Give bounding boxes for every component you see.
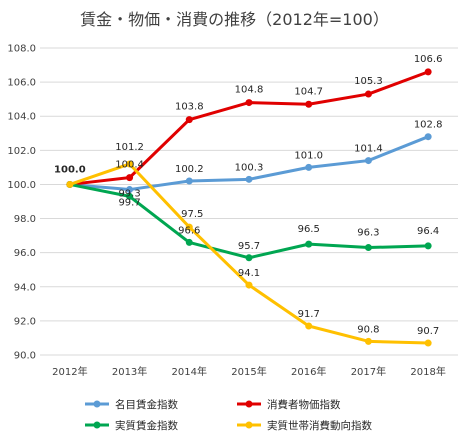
- y-tick-label: 98.0: [14, 214, 36, 225]
- data-point: [185, 116, 193, 124]
- data-label: 105.3: [354, 76, 383, 87]
- data-point: [126, 174, 134, 182]
- chart-title: 賃金・物価・消費の推移（2012年=100）: [80, 10, 389, 29]
- data-point: [305, 240, 313, 248]
- y-tick-label: 94.0: [14, 282, 36, 293]
- data-point: [364, 90, 372, 98]
- x-tick-label: 2018年: [410, 365, 445, 378]
- data-label: 96.6: [178, 225, 200, 236]
- data-label: 103.8: [175, 102, 204, 113]
- x-tick-label: 2014年: [172, 365, 207, 378]
- data-label: 90.7: [417, 326, 439, 337]
- data-point: [305, 322, 313, 330]
- data-point: [364, 157, 372, 165]
- x-tick-label: 2012年: [52, 365, 87, 378]
- data-point: [424, 68, 432, 76]
- data-label: 96.5: [298, 224, 320, 235]
- data-point: [305, 100, 313, 108]
- legend-label: 名目賃金指数: [115, 398, 178, 411]
- data-label: 97.5: [181, 209, 203, 220]
- data-label: 104.7: [294, 86, 323, 97]
- legend-label: 実質賃金指数: [115, 419, 178, 432]
- data-point: [245, 175, 253, 183]
- data-point: [364, 244, 372, 252]
- y-tick-label: 90.0: [14, 351, 36, 362]
- data-point: [424, 133, 432, 141]
- legend-marker: [93, 421, 101, 429]
- data-label: 100.0: [54, 164, 86, 175]
- legend-label: 消費者物価指数: [267, 398, 341, 411]
- data-label: 100.3: [235, 162, 264, 173]
- data-point: [364, 337, 372, 345]
- data-point: [245, 254, 253, 262]
- data-label: 94.1: [238, 268, 260, 279]
- data-point: [424, 242, 432, 250]
- data-label: 100.4: [115, 160, 144, 171]
- data-label: 101.4: [354, 144, 383, 155]
- data-point: [185, 223, 193, 231]
- data-point: [424, 339, 432, 347]
- data-point: [126, 160, 134, 168]
- y-tick-label: 104.0: [7, 112, 36, 123]
- data-point: [185, 238, 193, 246]
- y-tick-label: 96.0: [14, 248, 36, 259]
- data-point: [126, 192, 134, 200]
- legend-marker: [245, 400, 253, 408]
- data-label: 106.6: [414, 54, 443, 65]
- data-point: [245, 99, 253, 107]
- data-point: [126, 186, 134, 194]
- data-label: 99.3: [118, 188, 140, 199]
- y-tick-label: 108.0: [7, 44, 36, 55]
- data-point: [185, 177, 193, 185]
- data-label: 101.0: [294, 150, 323, 161]
- legend-label: 実質世帯消費動向指数: [267, 419, 372, 432]
- data-point: [66, 180, 74, 188]
- data-label: 95.7: [238, 241, 260, 252]
- data-label: 99.7: [118, 198, 140, 209]
- data-label: 96.3: [357, 228, 379, 239]
- x-tick-label: 2017年: [351, 365, 386, 378]
- data-label: 91.7: [298, 309, 320, 320]
- x-tick-label: 2013年: [112, 365, 147, 378]
- y-tick-label: 102.0: [7, 146, 36, 157]
- data-label: 101.2: [115, 142, 144, 153]
- data-label: 102.8: [414, 120, 443, 131]
- y-tick-label: 100.0: [7, 180, 36, 191]
- data-label: 90.8: [357, 324, 379, 335]
- x-tick-label: 2016年: [291, 365, 326, 378]
- data-label: 96.4: [417, 226, 439, 237]
- legend-marker: [245, 421, 253, 429]
- data-label: 104.8: [235, 85, 264, 96]
- data-label: 100.2: [175, 164, 204, 175]
- data-point: [245, 281, 253, 289]
- data-point: [305, 163, 313, 171]
- x-tick-label: 2015年: [231, 365, 266, 378]
- y-tick-label: 92.0: [14, 316, 36, 327]
- y-tick-label: 106.0: [7, 78, 36, 89]
- legend-marker: [93, 400, 101, 408]
